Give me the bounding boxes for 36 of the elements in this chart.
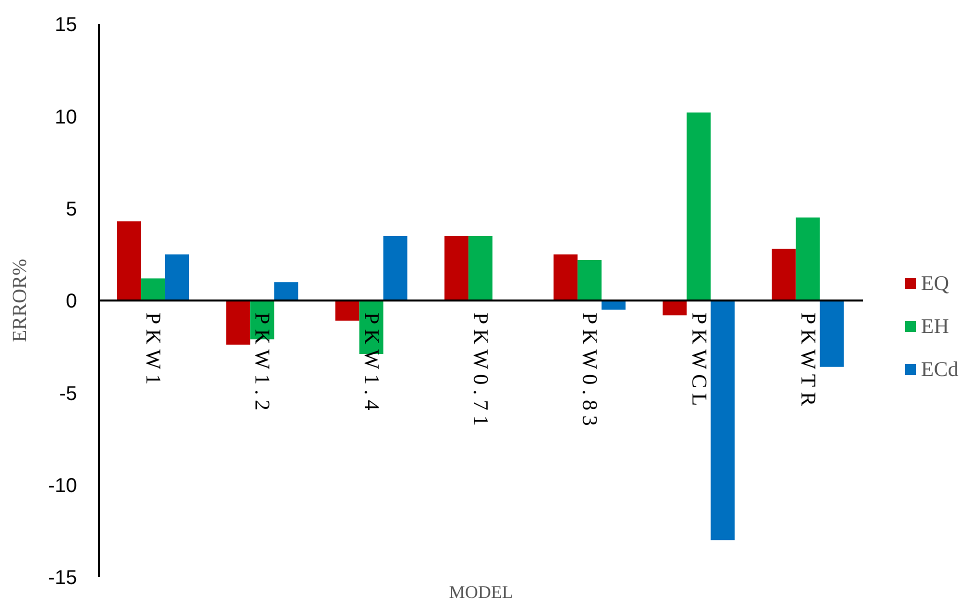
bar [383, 236, 408, 300]
bar [165, 254, 190, 300]
bar [578, 260, 602, 300]
legend-label: ECd [921, 357, 958, 382]
x-tick-label: PKW1.2 [250, 312, 275, 416]
bar [686, 112, 711, 300]
bar [444, 236, 468, 300]
bar [710, 300, 735, 540]
bar [772, 248, 796, 300]
y-tick-label: 5 [66, 198, 77, 220]
y-tick-label: -5 [59, 382, 77, 405]
y-tick-label: 0 [66, 290, 77, 313]
bar [274, 282, 298, 300]
bar [662, 300, 687, 316]
y-axis-title: ERROR% [9, 258, 31, 342]
bar [468, 236, 492, 300]
bar [117, 221, 142, 300]
x-axis-title: MODEL [449, 582, 513, 602]
y-tick-label: 15 [54, 14, 77, 36]
bar [335, 300, 360, 321]
legend-label: EQ [921, 271, 949, 296]
x-tick-label: PKWCL [687, 312, 712, 411]
bar [141, 278, 166, 300]
x-tick-label: PKW0.71 [469, 312, 493, 431]
bar [796, 218, 820, 300]
bar [820, 300, 844, 367]
x-tick-label: PKW1.4 [360, 312, 384, 416]
y-tick-label: -15 [48, 567, 77, 590]
x-tick-label: PKWTR [796, 312, 820, 411]
bar [554, 254, 578, 300]
y-tick-label: -10 [48, 474, 77, 497]
x-tick-label: PKW1 [142, 312, 166, 390]
y-tick-label: 10 [54, 106, 77, 128]
legend-label: EH [921, 314, 949, 339]
bar [226, 300, 250, 345]
x-tick-label: PKW0.83 [578, 312, 602, 431]
